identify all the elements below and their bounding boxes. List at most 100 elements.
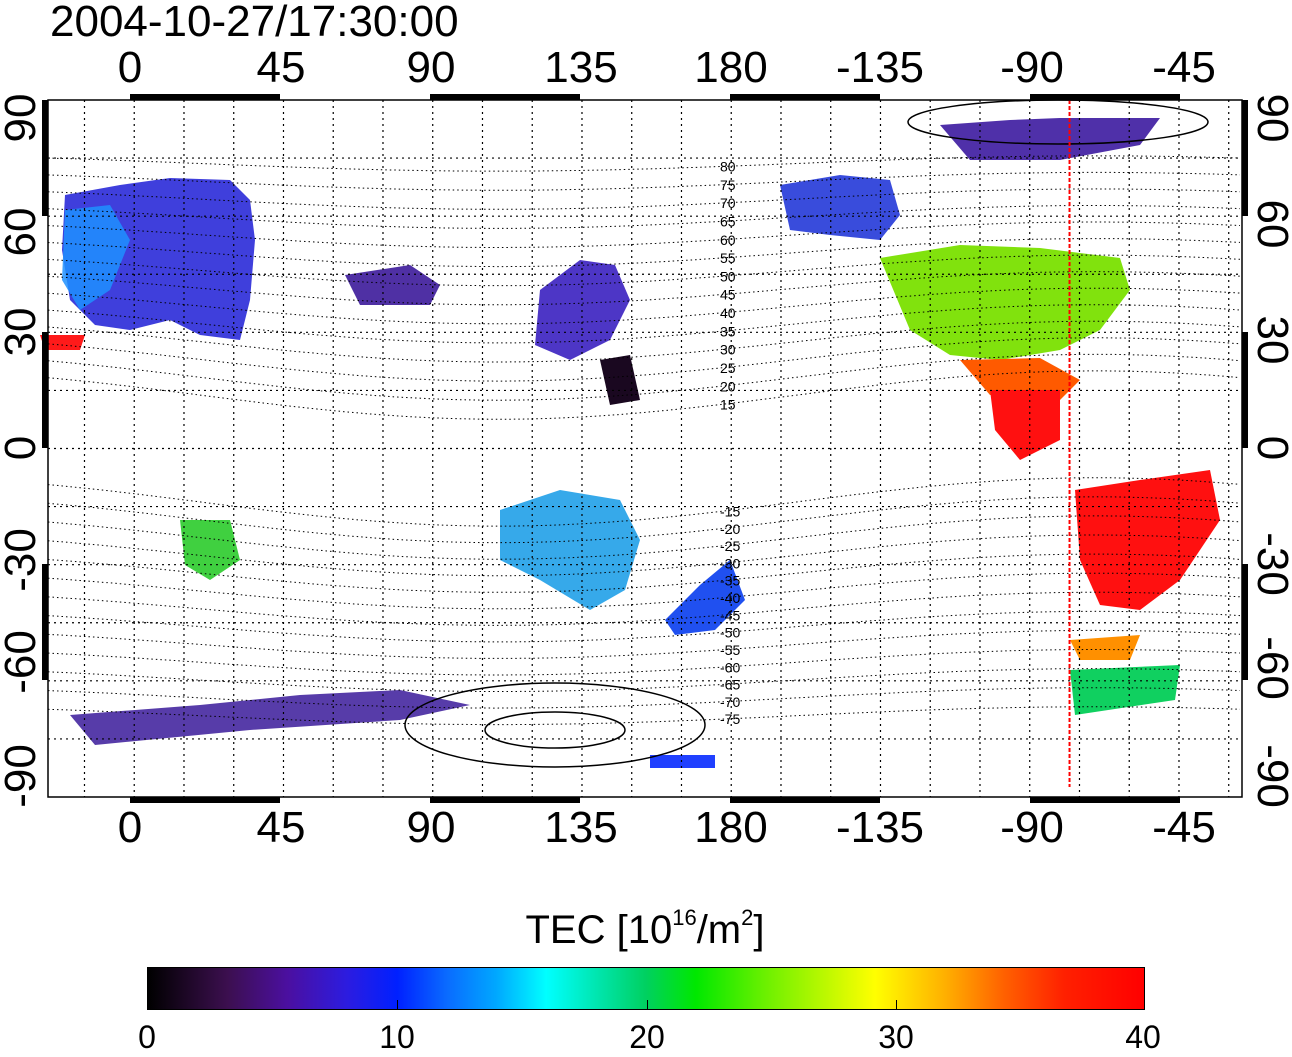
colorbar-label-exp2: 2 <box>741 905 754 930</box>
x-tick-top: -45 <box>1152 43 1216 92</box>
frame-bar-right <box>1242 564 1248 680</box>
contour-label: -30 <box>720 555 740 571</box>
south-pole-contour <box>404 682 706 768</box>
tec-region-ross <box>650 755 715 768</box>
frame-bar-left <box>42 332 48 448</box>
contour-line <box>47 477 1241 527</box>
colorbar-tick: 0 <box>138 1019 156 1055</box>
frame-bar-top <box>1030 94 1180 100</box>
colorbar-tick-mark <box>896 1000 897 1009</box>
colorbar-tick: 30 <box>878 1019 914 1055</box>
contour-label: -15 <box>720 503 740 519</box>
contour-label: 70 <box>720 195 736 211</box>
contour-line <box>47 238 1241 268</box>
x-tick-bottom: 90 <box>406 803 456 852</box>
contour-label: -60 <box>720 659 740 675</box>
tec-region-south-africa <box>180 520 240 580</box>
contour-label: 65 <box>720 213 736 229</box>
colorbar <box>147 967 1145 1010</box>
x-tick-bottom: 45 <box>256 803 306 852</box>
x-tick-top: 45 <box>256 43 306 92</box>
tec-region-alaska <box>780 175 900 240</box>
contour-label: 20 <box>720 378 736 394</box>
frame-bar-right <box>1242 332 1248 448</box>
contour-line <box>47 287 1241 325</box>
frame-bar-right <box>1242 100 1248 216</box>
contour-label: 60 <box>720 232 736 248</box>
tec-region-central-america <box>990 390 1060 460</box>
contour-line <box>47 572 1241 610</box>
colorbar-label-exp: 16 <box>672 905 697 930</box>
colorbar-tick: 40 <box>1125 1019 1161 1055</box>
x-tick-bottom: -45 <box>1152 803 1216 852</box>
contour-label: 75 <box>720 177 736 193</box>
tec-region-arctic-canada <box>940 118 1160 160</box>
tec-region-nw-africa <box>40 335 85 350</box>
contour-line <box>47 171 1241 191</box>
contour-label: 30 <box>720 342 736 358</box>
contour-label: -55 <box>720 642 740 658</box>
frame-bar-top <box>430 94 580 100</box>
contour-label: -20 <box>720 521 740 537</box>
contour-label: 35 <box>720 323 736 339</box>
tec-region-drake <box>1070 665 1180 715</box>
x-tick-bottom: -135 <box>835 803 925 852</box>
x-tick-bottom: -90 <box>1000 803 1064 852</box>
tec-region-south-america <box>1075 470 1220 610</box>
contour-line <box>47 649 1241 676</box>
tec-region-mexico <box>960 358 1080 400</box>
x-tick-top: -90 <box>1000 43 1064 92</box>
colorbar-tick-mark <box>397 1000 398 1009</box>
tec-region-australia <box>500 490 640 610</box>
tec-region-pacific-dark <box>600 355 640 405</box>
frame-bar-bottom <box>1030 797 1180 803</box>
frame-bar-top <box>730 94 880 100</box>
tec-region-europe-west <box>62 205 130 310</box>
x-tick-top: 135 <box>544 43 618 92</box>
contour-label: 80 <box>720 159 736 175</box>
contour-label: 45 <box>720 287 736 303</box>
contour-label: 40 <box>720 305 736 321</box>
map-frame <box>47 99 1243 798</box>
contour-label: -35 <box>720 573 740 589</box>
colorbar-label-unit: /m <box>696 908 742 952</box>
south-pole-contour <box>484 711 626 749</box>
map-title: 2004-10-27/17:30:00 <box>50 0 459 46</box>
tec-region-patagonia <box>1070 635 1140 660</box>
colorbar-tick-mark <box>647 1000 648 1009</box>
contour-label: 15 <box>720 397 736 413</box>
tec-region-new-zealand <box>665 560 745 635</box>
contour-line <box>47 155 1241 172</box>
x-tick-top: 90 <box>406 43 456 92</box>
x-tick-bottom: 180 <box>694 803 768 852</box>
frame-bar-left <box>42 100 48 216</box>
contour-label: -75 <box>720 711 740 727</box>
tec-region-central-asia <box>345 265 440 305</box>
frame-bar-bottom <box>130 797 280 803</box>
frame-bar-bottom <box>430 797 580 803</box>
x-tick-top: -135 <box>835 43 925 92</box>
contour-line <box>47 205 1241 229</box>
contour-label: -70 <box>720 694 740 710</box>
contour-line <box>47 221 1241 248</box>
contour-label: -50 <box>720 625 740 641</box>
colorbar-tick: 10 <box>379 1019 415 1055</box>
contour-line <box>47 188 1241 210</box>
contour-line <box>47 629 1241 659</box>
tec-map: 80 75 70 65 60 55 50 45 40 35 30 25 20 15 -15 -20-25-30… <box>40 94 1248 803</box>
x-tick-top: 0 <box>117 43 143 92</box>
tec-region-north-america <box>880 245 1130 360</box>
colorbar-label-close: ] <box>753 908 765 952</box>
contour-label: -65 <box>720 677 740 693</box>
tec-observation-patches <box>40 118 1220 768</box>
contour-label: 50 <box>720 268 736 284</box>
tec-region-antarctica <box>70 690 470 745</box>
colorbar-label-text: TEC [10 <box>525 908 673 952</box>
x-tick-top: 180 <box>694 43 768 92</box>
contour-label: 25 <box>720 360 736 376</box>
frame-bar-bottom <box>730 797 880 803</box>
colorbar-tick: 20 <box>629 1019 665 1055</box>
x-tick-bottom: 135 <box>544 803 618 852</box>
contour-line <box>47 610 1241 643</box>
contour-line <box>47 254 1241 287</box>
